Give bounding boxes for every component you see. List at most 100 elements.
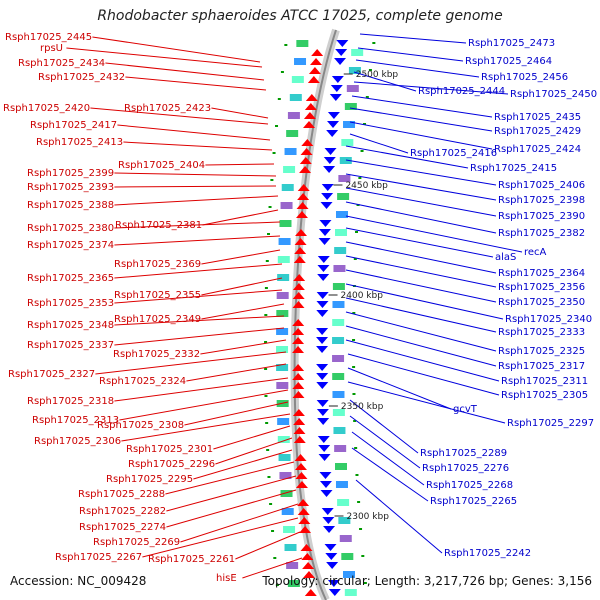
right-gene-label: Rsph17025_2444 [418, 86, 505, 97]
left-leader-line [125, 76, 267, 91]
right-labels: Rsph17025_2473 Rsph17025_2464 Rsph17025_24… [410, 38, 597, 559]
reverse-gene-arrow [316, 337, 329, 344]
marker-dot [352, 312, 356, 314]
marker-dot [268, 206, 272, 208]
left-leader-line [119, 389, 289, 421]
left-leader-line [184, 401, 289, 426]
forward-gene-arrow [292, 319, 305, 326]
reverse-gene-arrow [316, 364, 329, 371]
left-leader-line [114, 263, 283, 279]
left-gene-label: Rsph17025_2423 [124, 103, 211, 114]
left-leader-line [66, 47, 263, 68]
feature-block [332, 301, 345, 308]
feature-block [337, 499, 350, 506]
reverse-gene-arrow [316, 400, 329, 407]
right-leader-line [345, 145, 469, 169]
reverse-gene-arrow [326, 562, 339, 569]
left-gene-label: Rsph17025_2420 [3, 103, 90, 114]
left-gene-label: Rsph17025_2301 [126, 444, 213, 455]
feature-block [277, 436, 290, 443]
reverse-gene-arrow [322, 517, 335, 524]
reverse-gene-arrow [320, 202, 333, 209]
reverse-gene-arrow [317, 418, 330, 425]
forward-gene-arrow [292, 328, 305, 335]
left-leader-line [166, 489, 297, 528]
genome-backbone-core [293, 29, 337, 600]
feature-block [276, 382, 289, 389]
marker-dot [272, 152, 276, 154]
left-gene-label: Rsph17025_2388 [27, 200, 114, 211]
forward-gene-arrow [302, 571, 315, 578]
forward-gene-arrow [292, 391, 305, 398]
marker-dot [264, 341, 268, 343]
reverse-gene-arrow [323, 157, 336, 164]
left-gene-label: Rsph17025_2269 [93, 537, 180, 548]
reverse-gene-arrow [318, 238, 331, 245]
feature-block [277, 274, 290, 281]
feature-block [333, 427, 346, 434]
feature-block [332, 355, 345, 362]
right-leader-line [345, 227, 494, 258]
left-leader-line [117, 124, 271, 141]
feature-block [279, 220, 292, 227]
right-gene-label: Rsph17025_2406 [498, 180, 585, 191]
marker-dot [365, 96, 369, 98]
left-gene-label: Rsph17025_2445 [5, 32, 92, 43]
forward-gene-arrow [292, 301, 305, 308]
left-gene-label: Rsph17025_2365 [27, 273, 114, 284]
left-gene-label: Rsph17025_2327 [8, 369, 95, 380]
feature-block [276, 364, 289, 371]
feature-block [296, 40, 309, 47]
reverse-gene-arrow [321, 184, 334, 191]
right-leader-line [345, 255, 497, 288]
feature-block [348, 67, 361, 74]
right-leader-line [351, 431, 425, 486]
right-leader-line [357, 47, 464, 62]
feature-block [343, 121, 356, 128]
feature-block [341, 139, 354, 146]
right-gene-label: Rsph17025_2311 [501, 376, 588, 387]
forward-gene-arrow [295, 229, 308, 236]
forward-gene-arrow [299, 157, 312, 164]
reverse-gene-arrow [329, 94, 342, 101]
feature-block [281, 508, 294, 515]
feature-block [335, 229, 348, 236]
left-gene-label: Rsph17025_2355 [114, 290, 201, 301]
feature-block [276, 292, 289, 299]
forward-gene-arrow [294, 238, 307, 245]
forward-gene-arrow [294, 463, 307, 470]
forward-gene-arrow [310, 58, 323, 65]
right-leader-line [347, 367, 452, 410]
left-gene-label: Rsph17025_2318 [27, 396, 114, 407]
forward-gene-arrow [307, 76, 320, 83]
left-leader-line [213, 425, 291, 450]
left-leader-line [123, 141, 273, 151]
marker-dot [358, 177, 362, 179]
reverse-gene-arrow [316, 382, 329, 389]
reverse-gene-arrow [316, 346, 329, 353]
right-gene-label: Rsph17025_2464 [465, 56, 552, 67]
right-gene-label: Rsph17025_2289 [420, 448, 507, 459]
left-gene-label: Rsph17025_2282 [79, 506, 166, 517]
feature-block [287, 112, 300, 119]
feature-block [332, 283, 345, 290]
forward-gene-arrow [303, 121, 316, 128]
marker-dot [264, 395, 268, 397]
left-leader-line [235, 531, 301, 560]
marker-dot [273, 557, 277, 559]
marker-dot [372, 42, 376, 44]
feature-block [334, 463, 347, 470]
forward-gene-arrow [304, 589, 317, 596]
marker-dot [264, 287, 268, 289]
feature-block [332, 391, 345, 398]
left-gene-label: Rsph17025_2404 [118, 160, 205, 171]
left-leader-line [114, 289, 283, 304]
reverse-gene-arrow [323, 166, 336, 173]
right-gene-label: recA [524, 247, 547, 258]
right-gene-label: Rsph17025_2325 [498, 346, 585, 357]
left-gene-label: Rsph17025_2313 [32, 415, 119, 426]
left-leader-line [114, 377, 289, 402]
left-gene-label: Rsph17025_2353 [27, 298, 114, 309]
